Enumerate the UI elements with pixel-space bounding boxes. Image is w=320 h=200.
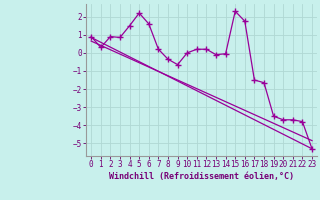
- X-axis label: Windchill (Refroidissement éolien,°C): Windchill (Refroidissement éolien,°C): [109, 172, 294, 181]
